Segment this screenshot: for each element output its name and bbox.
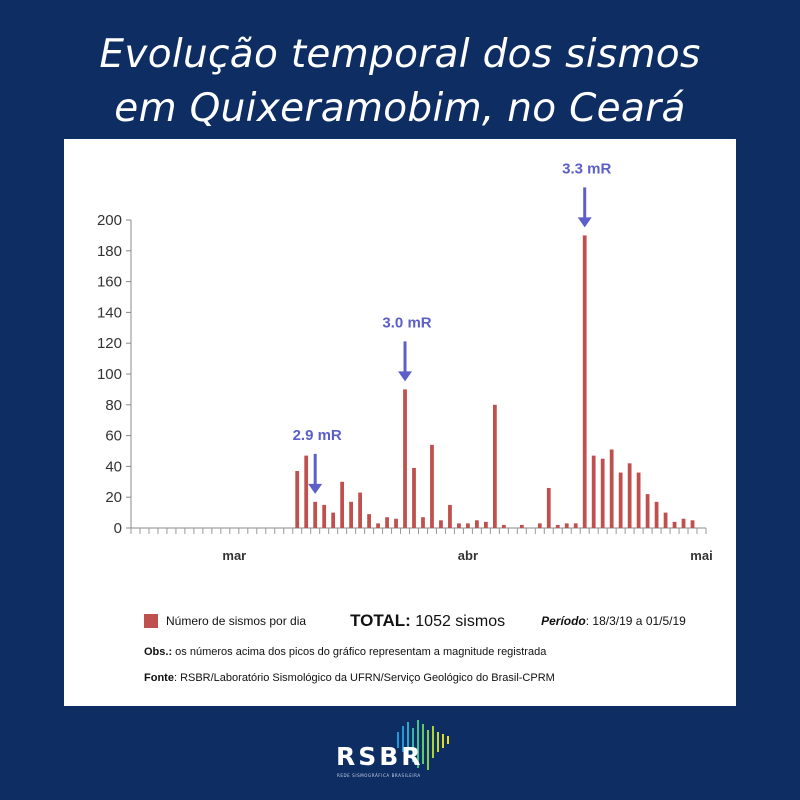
- annotation-arrow-head: [398, 371, 413, 382]
- magnitude-annotation: 2.9 mR: [293, 427, 342, 444]
- annotation-arrow-head: [577, 217, 592, 228]
- bar: [448, 504, 452, 528]
- bar: [385, 517, 389, 528]
- bar: [663, 512, 668, 528]
- bar: [582, 235, 587, 528]
- magnitude-annotation: 3.0 mR: [382, 314, 431, 331]
- total-count: TOTAL: 1052 sismos: [350, 611, 505, 631]
- bar: [466, 523, 470, 528]
- source-label: Fonte: [144, 672, 174, 684]
- magnitude-annotation: 3.3 mR: [562, 160, 611, 177]
- annotation-arrow-head: [308, 483, 323, 494]
- x-month-label: mai: [690, 548, 712, 563]
- bar: [519, 524, 524, 528]
- title-line-1: Evolução temporal dos sismos: [99, 32, 701, 77]
- source-note: Fonte: RSBR/Laboratório Sismológico da U…: [144, 672, 724, 684]
- rsbr-logo: RSBR REDE SISMOGRÁFICA BRASILEIRA: [336, 718, 476, 788]
- x-month-label: abr: [458, 548, 478, 563]
- seismic-bar-chart: 0 20 40 60 80 100 120 140 160 180 200 mar abr mai 2.9 …: [97, 160, 713, 563]
- bar: [681, 518, 686, 528]
- y-tick-label: 40: [105, 458, 122, 475]
- source-text: : RSBR/Laboratório Sismológico da UFRN/S…: [173, 672, 555, 684]
- period-range: Período: 18/3/19 a 01/5/19: [541, 614, 686, 628]
- bar: [403, 389, 407, 528]
- bar: [412, 467, 416, 528]
- bar: [555, 524, 560, 528]
- bar: [439, 520, 443, 528]
- bar: [349, 501, 354, 528]
- y-tick-label: 200: [97, 212, 122, 229]
- bar: [483, 521, 488, 528]
- y-tick-label: 140: [97, 304, 122, 321]
- bar: [367, 514, 371, 528]
- legend-label: Número de sismos por dia: [166, 614, 307, 628]
- obs-text: os números acima dos picos do gráfico re…: [172, 646, 547, 658]
- y-tick-label: 120: [97, 335, 122, 352]
- bar: [421, 517, 425, 528]
- bar: [690, 520, 695, 528]
- period-value: : 18/3/19 a 01/5/19: [585, 614, 686, 628]
- bar: [430, 444, 434, 528]
- bar: [618, 472, 623, 528]
- y-tick-label: 60: [105, 428, 122, 445]
- bar: [295, 471, 300, 528]
- logo-subtitle: REDE SISMOGRÁFICA BRASILEIRA: [337, 773, 421, 778]
- bar: [591, 455, 596, 528]
- period-label: Período: [541, 614, 586, 628]
- bar: [304, 455, 309, 528]
- bar: [340, 481, 345, 528]
- bar: [331, 512, 336, 528]
- x-month-label: mar: [222, 548, 246, 563]
- y-tick-label: 100: [97, 366, 122, 383]
- bar: [501, 524, 506, 528]
- bar: [475, 520, 479, 528]
- legend-row: Número de sismos por dia TOTAL: 1052 sis…: [144, 611, 724, 631]
- chart-panel: 0 20 40 60 80 100 120 140 160 180 200 mar abr mai 2.9 …: [64, 139, 736, 706]
- bar: [645, 494, 650, 528]
- bar: [600, 458, 605, 528]
- bar: [564, 523, 569, 528]
- bar: [654, 501, 659, 528]
- title-line-2: em Quixeramobim, no Ceará: [114, 86, 686, 131]
- bar: [457, 523, 461, 528]
- page-title: Evolução temporal dos sismos em Quixeram…: [0, 28, 800, 136]
- bar: [573, 523, 578, 528]
- legend-swatch: [144, 614, 158, 628]
- y-tick-label: 180: [97, 243, 122, 260]
- bar: [636, 472, 641, 528]
- obs-label: Obs.:: [144, 646, 173, 658]
- bar: [376, 523, 380, 528]
- logo-text: RSBR: [336, 742, 424, 771]
- bar: [394, 518, 398, 528]
- y-tick-label: 0: [114, 520, 122, 537]
- bar: [537, 523, 542, 528]
- bar: [672, 521, 677, 528]
- bar: [313, 501, 318, 528]
- total-value: 1052 sismos: [415, 613, 506, 630]
- bar: [627, 463, 632, 528]
- bar: [609, 449, 614, 528]
- y-tick-label: 160: [97, 274, 122, 291]
- bar: [492, 404, 497, 528]
- y-tick-label: 20: [105, 489, 122, 506]
- bar: [546, 487, 551, 528]
- bar: [358, 492, 362, 528]
- bar: [322, 504, 327, 528]
- total-label: TOTAL:: [350, 611, 411, 630]
- waveform-map-icon: [397, 720, 449, 770]
- y-tick-label: 80: [105, 397, 122, 414]
- observation-note: Obs.: os números acima dos picos do gráf…: [144, 646, 724, 658]
